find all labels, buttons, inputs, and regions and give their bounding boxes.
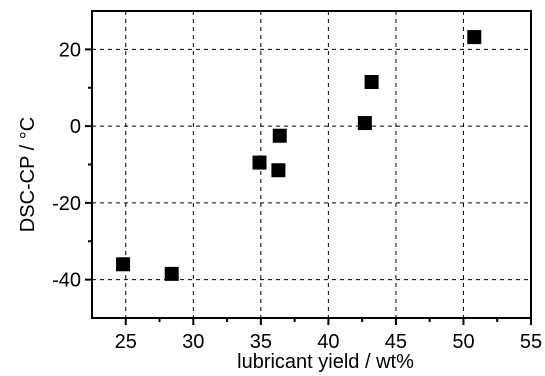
data-point (271, 163, 286, 178)
x-tick-label: 55 (520, 331, 542, 353)
x-tick-label: 50 (452, 331, 474, 353)
grid-lines (92, 11, 531, 318)
data-point (272, 128, 287, 143)
x-tick-label: 45 (385, 331, 407, 353)
x-tick-label: 35 (250, 331, 272, 353)
x-tick-labels: 25 30 35 40 45 50 55 (115, 331, 542, 353)
axis-ticks (85, 48, 532, 325)
x-axis-label: lubricant yield / wt% (237, 351, 414, 373)
x-tick-label: 25 (115, 331, 137, 353)
y-axis-label: DSC-CP / °C (17, 117, 39, 232)
data-point (357, 116, 372, 131)
y-tick-labels: -40 -20 0 20 (52, 39, 81, 291)
data-point (164, 266, 179, 281)
y-tick-label: 20 (59, 39, 81, 61)
data-points (116, 30, 482, 281)
y-tick-label: -20 (52, 193, 81, 215)
y-tick-label: 0 (70, 116, 81, 138)
x-tick-label: 40 (317, 331, 339, 353)
data-point (116, 257, 131, 272)
data-point (364, 74, 379, 89)
plot-frame (91, 10, 532, 319)
x-tick-label: 30 (182, 331, 204, 353)
data-point (467, 30, 482, 45)
y-tick-label: -40 (52, 270, 81, 292)
data-point (252, 155, 267, 170)
